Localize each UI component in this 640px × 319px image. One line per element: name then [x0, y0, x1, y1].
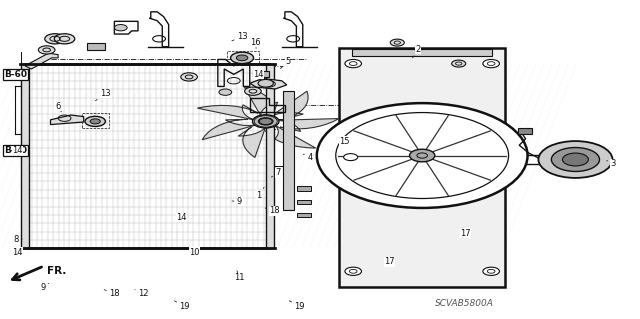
- Polygon shape: [238, 126, 266, 158]
- Text: 14: 14: [12, 248, 22, 257]
- Circle shape: [452, 60, 466, 67]
- Circle shape: [552, 147, 600, 172]
- Circle shape: [45, 34, 65, 44]
- Text: 13: 13: [95, 89, 110, 101]
- Text: B-60: B-60: [4, 70, 27, 79]
- Text: 9: 9: [40, 283, 49, 292]
- Polygon shape: [202, 119, 258, 140]
- Text: 16: 16: [250, 38, 260, 48]
- Circle shape: [410, 149, 435, 162]
- Circle shape: [538, 141, 612, 178]
- Circle shape: [563, 153, 588, 166]
- Text: 18: 18: [104, 289, 120, 298]
- Text: 6: 6: [55, 102, 61, 112]
- Text: 14: 14: [176, 213, 187, 222]
- Text: FR.: FR.: [47, 266, 66, 277]
- Text: 5: 5: [280, 57, 290, 69]
- Bar: [297, 186, 311, 191]
- Circle shape: [483, 267, 499, 275]
- Circle shape: [54, 34, 75, 44]
- Text: SCVAB5800A: SCVAB5800A: [435, 299, 494, 308]
- Text: 14: 14: [253, 70, 264, 79]
- Text: 1: 1: [256, 187, 264, 200]
- Text: 4: 4: [303, 152, 312, 161]
- Text: 3: 3: [607, 159, 616, 168]
- Circle shape: [244, 87, 261, 95]
- Bar: [297, 212, 311, 217]
- Text: 19: 19: [289, 301, 305, 311]
- Circle shape: [236, 55, 248, 61]
- Bar: [283, 91, 294, 210]
- Bar: [266, 64, 274, 249]
- Bar: [297, 200, 311, 204]
- Circle shape: [90, 119, 100, 124]
- Polygon shape: [244, 86, 278, 117]
- Circle shape: [115, 25, 127, 31]
- Text: 8: 8: [13, 235, 22, 244]
- Polygon shape: [518, 128, 532, 134]
- Bar: [87, 43, 105, 50]
- Circle shape: [345, 59, 362, 68]
- Text: 19: 19: [174, 301, 190, 311]
- Circle shape: [230, 52, 253, 63]
- Bar: [339, 48, 505, 286]
- Text: 17: 17: [384, 257, 394, 266]
- Text: 18: 18: [265, 206, 280, 216]
- Bar: [253, 70, 269, 77]
- Circle shape: [180, 73, 197, 81]
- Circle shape: [219, 89, 232, 95]
- Polygon shape: [266, 124, 316, 148]
- Polygon shape: [276, 119, 339, 131]
- Text: 12: 12: [135, 289, 148, 298]
- Circle shape: [258, 79, 273, 87]
- Polygon shape: [270, 91, 308, 119]
- Text: 14: 14: [12, 146, 22, 155]
- Polygon shape: [197, 105, 258, 120]
- Circle shape: [259, 118, 273, 125]
- Polygon shape: [51, 115, 84, 124]
- Text: 17: 17: [461, 229, 471, 238]
- Text: 7: 7: [271, 168, 281, 177]
- Circle shape: [317, 103, 527, 208]
- Text: B-60: B-60: [4, 146, 27, 155]
- Bar: [26, 64, 269, 249]
- Circle shape: [253, 115, 279, 128]
- Circle shape: [344, 154, 358, 160]
- Text: 2: 2: [413, 45, 421, 58]
- Text: 11: 11: [234, 271, 244, 282]
- Circle shape: [38, 46, 55, 54]
- Polygon shape: [250, 78, 287, 89]
- Bar: [21, 64, 29, 249]
- Text: 13: 13: [232, 32, 248, 41]
- Text: 15: 15: [339, 137, 349, 145]
- Bar: [352, 49, 492, 56]
- Circle shape: [85, 116, 106, 126]
- Polygon shape: [25, 53, 58, 69]
- Text: 10: 10: [189, 248, 200, 257]
- Circle shape: [345, 267, 362, 275]
- Circle shape: [390, 39, 404, 46]
- Text: 9: 9: [232, 197, 242, 206]
- Circle shape: [483, 59, 499, 68]
